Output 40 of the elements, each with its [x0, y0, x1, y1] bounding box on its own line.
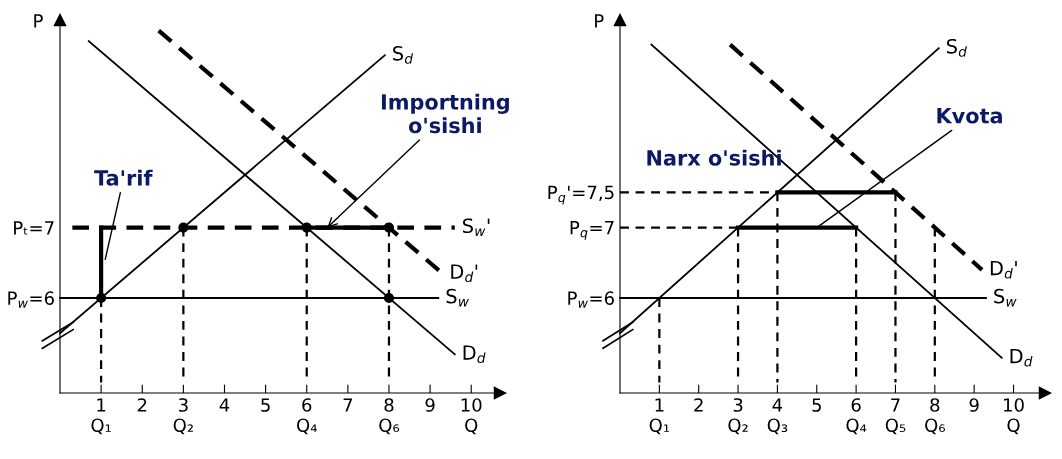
x-tick-label: 9: [425, 398, 435, 412]
series-label: D$_{d}$': [990, 261, 1017, 279]
x-tick-label: 2: [694, 398, 703, 412]
x-tick-label: 6 Q₄: [297, 398, 317, 435]
x-tick-label: 10 Q: [1004, 398, 1024, 435]
y-tick-label: P$_{w}$=6: [8, 291, 54, 308]
x-tick-label: 7: [343, 398, 353, 412]
x-tick-label: 5: [812, 398, 821, 412]
x-tick-label: 5: [261, 398, 270, 412]
annotation: Importning o'sishi: [381, 93, 509, 134]
y-tick-label: Pₜ=7: [14, 221, 54, 235]
y-axis-title: P: [595, 14, 604, 28]
x-tick-label: 3 Q₂: [173, 398, 193, 435]
series-label: S$_{w}$: [446, 288, 469, 307]
x-tick-label: 8 Q₆: [379, 398, 400, 435]
x-tick-label: 7 Q₅: [885, 398, 906, 435]
x-tick-label: 9: [969, 398, 979, 412]
y-tick-label: P$_{q}$=7: [570, 221, 614, 240]
annotation: Narx o'sishi: [647, 149, 781, 166]
x-tick-label: 8 Q₆: [925, 398, 945, 435]
x-tick-label: 1 Q₁: [91, 398, 111, 435]
y-axis-title: P: [34, 14, 43, 28]
series-label: S$_{d}$: [946, 38, 967, 57]
x-tick-label: 10 Q: [461, 398, 482, 435]
x-tick-label: 4: [219, 398, 230, 412]
x-tick-label: 4 Q₃: [767, 398, 788, 435]
y-tick-label: P$_{q}$'=7,5: [548, 185, 614, 205]
x-tick-label: 2: [137, 398, 147, 412]
series-label: S$_{w}$: [994, 288, 1017, 307]
x-tick-label: 3 Q₂: [728, 398, 748, 435]
series-label: D$_{d}$': [451, 264, 478, 283]
x-tick-label: 1 Q₁: [649, 398, 670, 435]
series-label: S$_{w}$': [462, 218, 490, 237]
y-tick-label: P$_{w}$=6: [568, 291, 614, 308]
x-tick-label: 6 Q₄: [846, 398, 867, 435]
series-label: D$_{d}$: [1010, 348, 1033, 367]
annotation: Ta'rif: [94, 169, 153, 186]
annotation: Kvota: [937, 108, 1002, 124]
series-label: S$_{d}$: [393, 45, 414, 64]
series-label: D$_{d}$: [463, 345, 486, 364]
